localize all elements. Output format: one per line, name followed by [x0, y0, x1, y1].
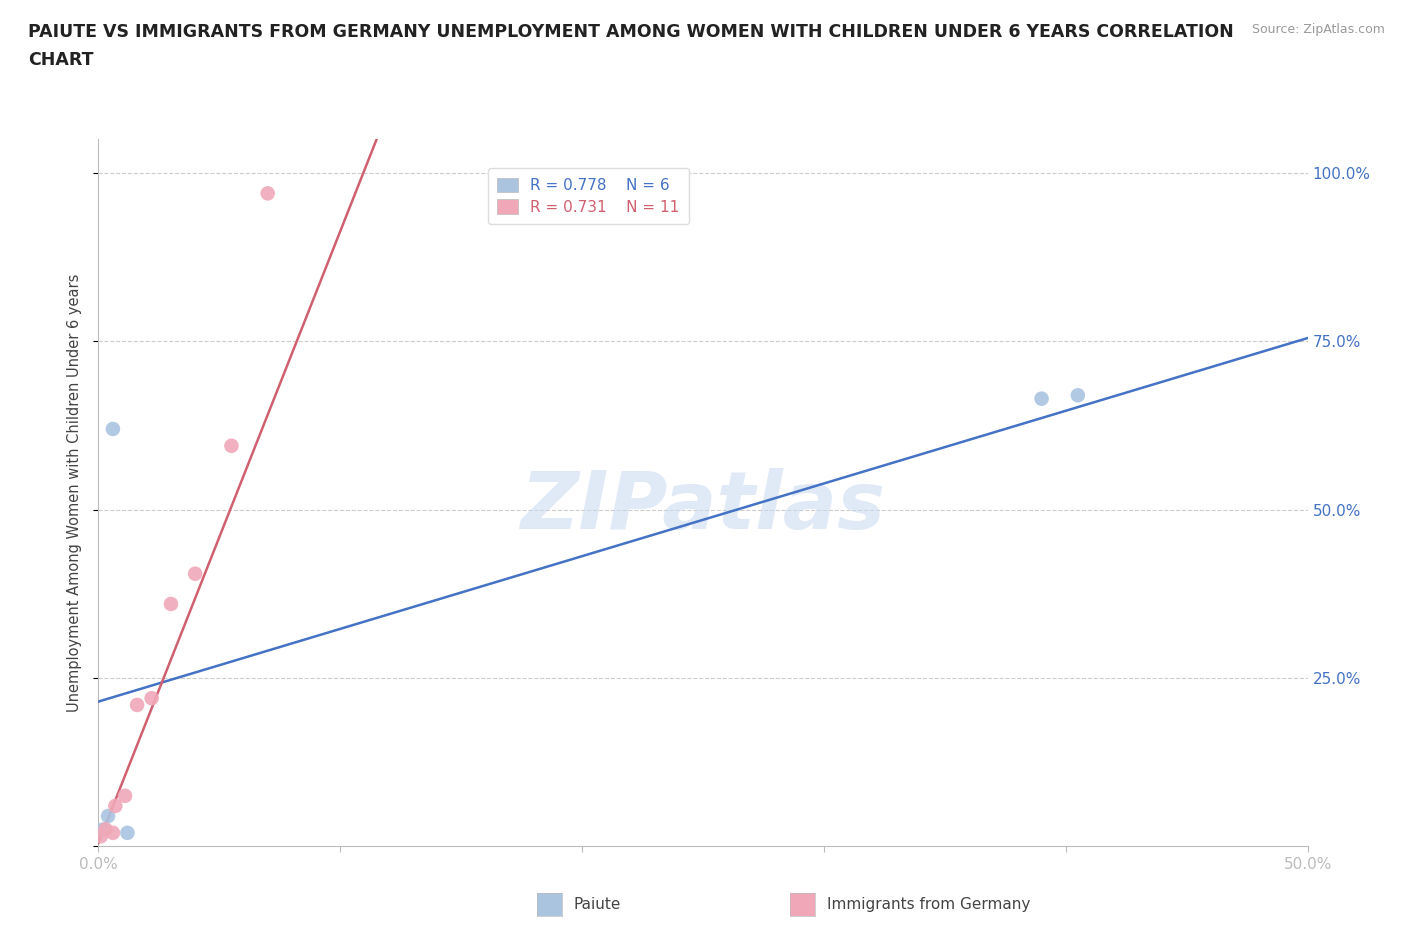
Point	[97, 808, 120, 823]
Text: Paiute: Paiute	[574, 897, 621, 912]
Point	[90, 829, 112, 844]
Point	[91, 822, 114, 837]
Point	[117, 826, 139, 841]
Text: Source: ZipAtlas.com: Source: ZipAtlas.com	[1251, 23, 1385, 36]
Point	[101, 421, 124, 436]
Point	[221, 438, 243, 453]
Text: ZIPatlas: ZIPatlas	[520, 468, 886, 546]
Point	[127, 698, 149, 712]
Text: CHART: CHART	[28, 51, 94, 69]
Point	[184, 566, 207, 581]
Point	[256, 186, 278, 201]
Point	[1031, 392, 1053, 406]
Y-axis label: Unemployment Among Women with Children Under 6 years: Unemployment Among Women with Children U…	[67, 273, 83, 712]
Point	[1067, 388, 1090, 403]
Point	[101, 826, 124, 841]
Point	[160, 596, 183, 611]
Point	[141, 691, 163, 706]
Point	[104, 799, 127, 814]
Point	[94, 822, 117, 837]
Text: Immigrants from Germany: Immigrants from Germany	[827, 897, 1031, 912]
Legend: R = 0.778    N = 6, R = 0.731    N = 11: R = 0.778 N = 6, R = 0.731 N = 11	[488, 168, 689, 224]
Point	[114, 789, 136, 804]
Text: PAIUTE VS IMMIGRANTS FROM GERMANY UNEMPLOYMENT AMONG WOMEN WITH CHILDREN UNDER 6: PAIUTE VS IMMIGRANTS FROM GERMANY UNEMPL…	[28, 23, 1234, 41]
